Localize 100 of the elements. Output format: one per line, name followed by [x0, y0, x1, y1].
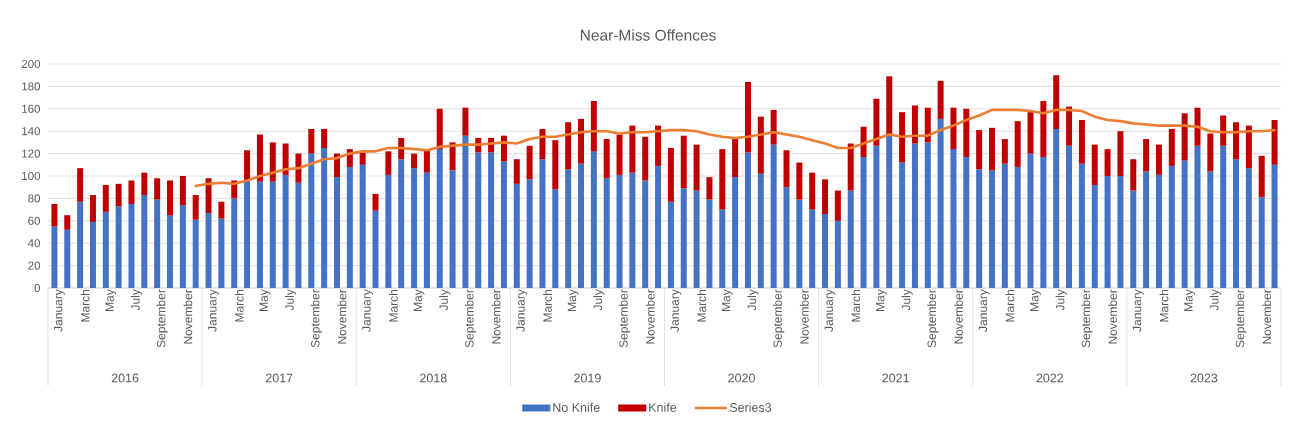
bar — [244, 150, 251, 182]
bar — [308, 153, 315, 288]
x-tick-label: November — [1108, 289, 1117, 344]
bar — [77, 201, 84, 288]
x-tick-label: September — [464, 289, 477, 348]
x-tick-label: March — [80, 289, 90, 322]
bar — [1104, 176, 1111, 288]
bar — [770, 109, 777, 145]
bar — [167, 215, 174, 288]
x-tick-label: September — [156, 289, 168, 348]
bar — [64, 229, 71, 288]
x-tick-label: January — [824, 289, 836, 332]
x-tick-label: November — [337, 289, 347, 344]
bar — [1066, 145, 1073, 288]
bar — [269, 142, 276, 182]
bar — [796, 199, 803, 288]
bar — [719, 209, 726, 288]
bar — [1014, 121, 1021, 168]
bar — [578, 118, 585, 164]
bar — [552, 140, 559, 190]
x-tick-label: March — [234, 289, 244, 322]
y-tick-label: 120 — [22, 149, 41, 158]
text: 2017 — [265, 373, 293, 383]
bar — [1245, 125, 1252, 169]
x-tick-label: March — [1005, 289, 1015, 322]
bar — [629, 172, 636, 288]
bar — [667, 201, 674, 288]
bar — [1220, 145, 1227, 288]
bar — [552, 189, 559, 288]
bar — [847, 190, 854, 288]
bar — [51, 226, 58, 288]
bar — [988, 127, 995, 171]
x-tick-label: March — [388, 289, 398, 322]
x-tick-label: March — [1159, 289, 1169, 322]
bar — [590, 100, 597, 152]
bar — [783, 187, 790, 288]
bar — [411, 153, 418, 169]
bar — [295, 182, 302, 288]
bar — [565, 122, 572, 170]
y-tick-label: 40 — [27, 239, 41, 248]
bar — [449, 170, 456, 288]
bar — [141, 172, 148, 196]
y-tick-label: 80 — [28, 194, 41, 203]
x-tick-label: May — [105, 289, 117, 311]
bar — [988, 170, 995, 288]
bar — [629, 125, 636, 173]
bar — [179, 205, 186, 288]
bar — [886, 135, 893, 288]
bar — [256, 134, 263, 182]
bar — [218, 201, 225, 219]
bar — [308, 128, 315, 154]
bar — [192, 195, 199, 220]
bar — [770, 144, 777, 288]
text: 2016 — [111, 373, 139, 383]
bar — [616, 174, 623, 288]
y-tick-label: 200 — [21, 59, 41, 69]
bar — [128, 180, 135, 204]
text: 2023 — [1190, 373, 1218, 383]
bar — [1194, 145, 1201, 288]
bar — [834, 220, 841, 288]
bar — [642, 180, 649, 288]
x-tick-label: November — [954, 289, 963, 344]
bar — [192, 219, 199, 288]
legend-label: Series3 — [729, 402, 772, 412]
bar — [513, 159, 520, 184]
x-tick-label: March — [697, 289, 706, 322]
bar — [256, 181, 263, 288]
bar — [333, 177, 340, 288]
x-tick-label: January — [208, 289, 219, 332]
bar — [886, 76, 893, 136]
bar — [282, 143, 289, 175]
bar — [205, 212, 212, 288]
bar — [475, 152, 482, 288]
x-tick-label: May — [876, 289, 887, 311]
bar — [680, 188, 687, 288]
x-tick-label: July — [1055, 289, 1067, 311]
bar — [924, 107, 931, 143]
x-tick-label: May — [259, 289, 271, 311]
bar — [860, 156, 867, 288]
bar — [1233, 122, 1240, 160]
bar — [1091, 184, 1098, 288]
bar — [796, 162, 803, 200]
bar — [359, 164, 366, 288]
bar — [1233, 159, 1240, 288]
x-tick-label: September — [773, 289, 785, 348]
y-tick-label: 160 — [22, 104, 41, 113]
bar — [757, 173, 764, 288]
bar — [423, 150, 430, 173]
bar — [500, 161, 507, 288]
bar — [1143, 171, 1150, 288]
bar — [924, 142, 931, 288]
x-tick-label: May — [721, 289, 733, 311]
text: 2021 — [882, 373, 909, 383]
x-tick-label: March — [543, 289, 552, 322]
bar — [693, 144, 700, 191]
legend-label: Knife — [649, 402, 677, 412]
bar — [1091, 144, 1098, 185]
bar — [899, 162, 906, 288]
text: 2022 — [1036, 373, 1064, 383]
bar — [937, 118, 944, 288]
